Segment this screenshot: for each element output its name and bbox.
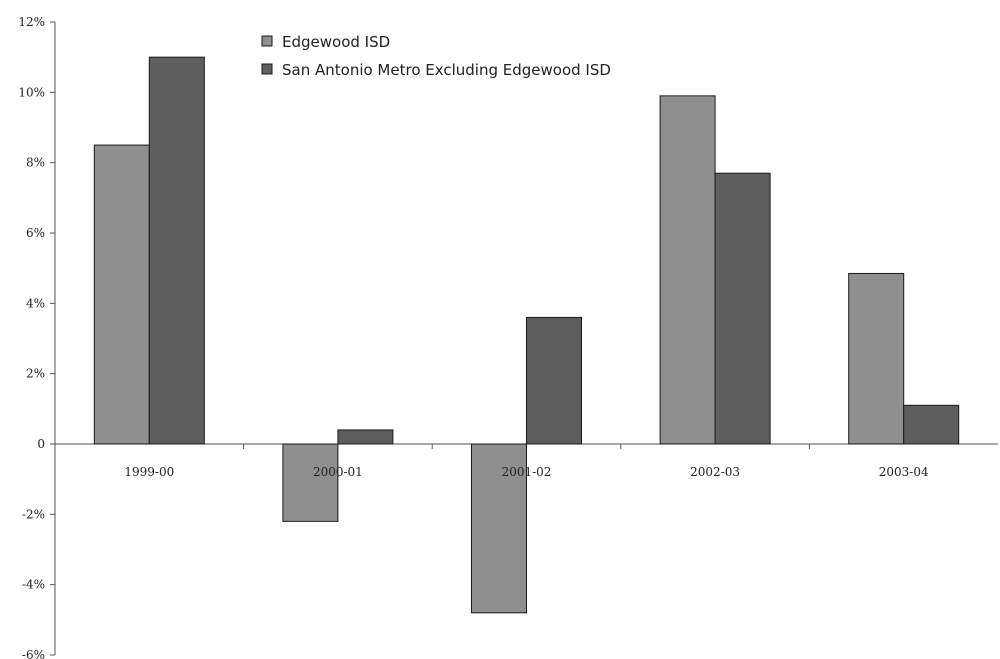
y-tick-label: 4% — [26, 296, 45, 310]
x-category-label: 2000-01 — [313, 465, 363, 479]
x-category-label: 1999-00 — [124, 465, 174, 479]
category-labels: 1999-00 2000-01 2001-02 2002-03 2003-04 — [124, 444, 929, 479]
bar-san-antonio-metro-1999-00 — [148, 56, 205, 445]
x-category-label: 2001-02 — [502, 465, 552, 479]
bar-edgewood-isd-2000-01 — [282, 443, 339, 522]
legend-label-edgewood-isd: Edgewood ISD — [282, 33, 390, 51]
legend-label-san-antonio-metro: San Antonio Metro Excluding Edgewood ISD — [282, 61, 611, 79]
legend: Edgewood ISD San Antonio Metro Excluding… — [261, 33, 611, 79]
y-tick-label: -6% — [22, 648, 45, 659]
y-tick-label: 8% — [26, 156, 45, 170]
bar-san-antonio-metro-2000-01 — [337, 429, 394, 445]
bar-edgewood-isd-2003-04 — [848, 272, 905, 445]
y-tick-label: 0 — [37, 437, 45, 451]
x-category-label: 2002-03 — [690, 465, 740, 479]
y-tick-label: 6% — [26, 226, 45, 240]
bar-edgewood-isd-2001-02 — [471, 443, 527, 614]
x-category-label: 2003-04 — [879, 465, 929, 479]
y-tick-label: 12% — [18, 15, 45, 29]
bar-san-antonio-metro-2003-04 — [903, 404, 960, 445]
legend-swatch-san-antonio-metro — [261, 63, 273, 75]
legend-swatch-edgewood-isd — [261, 35, 273, 47]
y-ticks: -6% -4% -2% 0 2% 4% 6% 8% 10% 12% — [18, 15, 55, 659]
bar-edgewood-isd-1999-00 — [93, 144, 150, 445]
y-tick-label: 2% — [26, 367, 45, 381]
y-tick-label: 10% — [18, 85, 45, 99]
bar-san-antonio-metro-2002-03 — [714, 172, 771, 445]
y-tick-label: -4% — [22, 578, 45, 592]
y-tick-label: -2% — [22, 507, 45, 521]
bar-san-antonio-metro-2001-02 — [526, 316, 582, 445]
bar-edgewood-isd-2002-03 — [659, 95, 716, 445]
bars — [93, 56, 960, 614]
